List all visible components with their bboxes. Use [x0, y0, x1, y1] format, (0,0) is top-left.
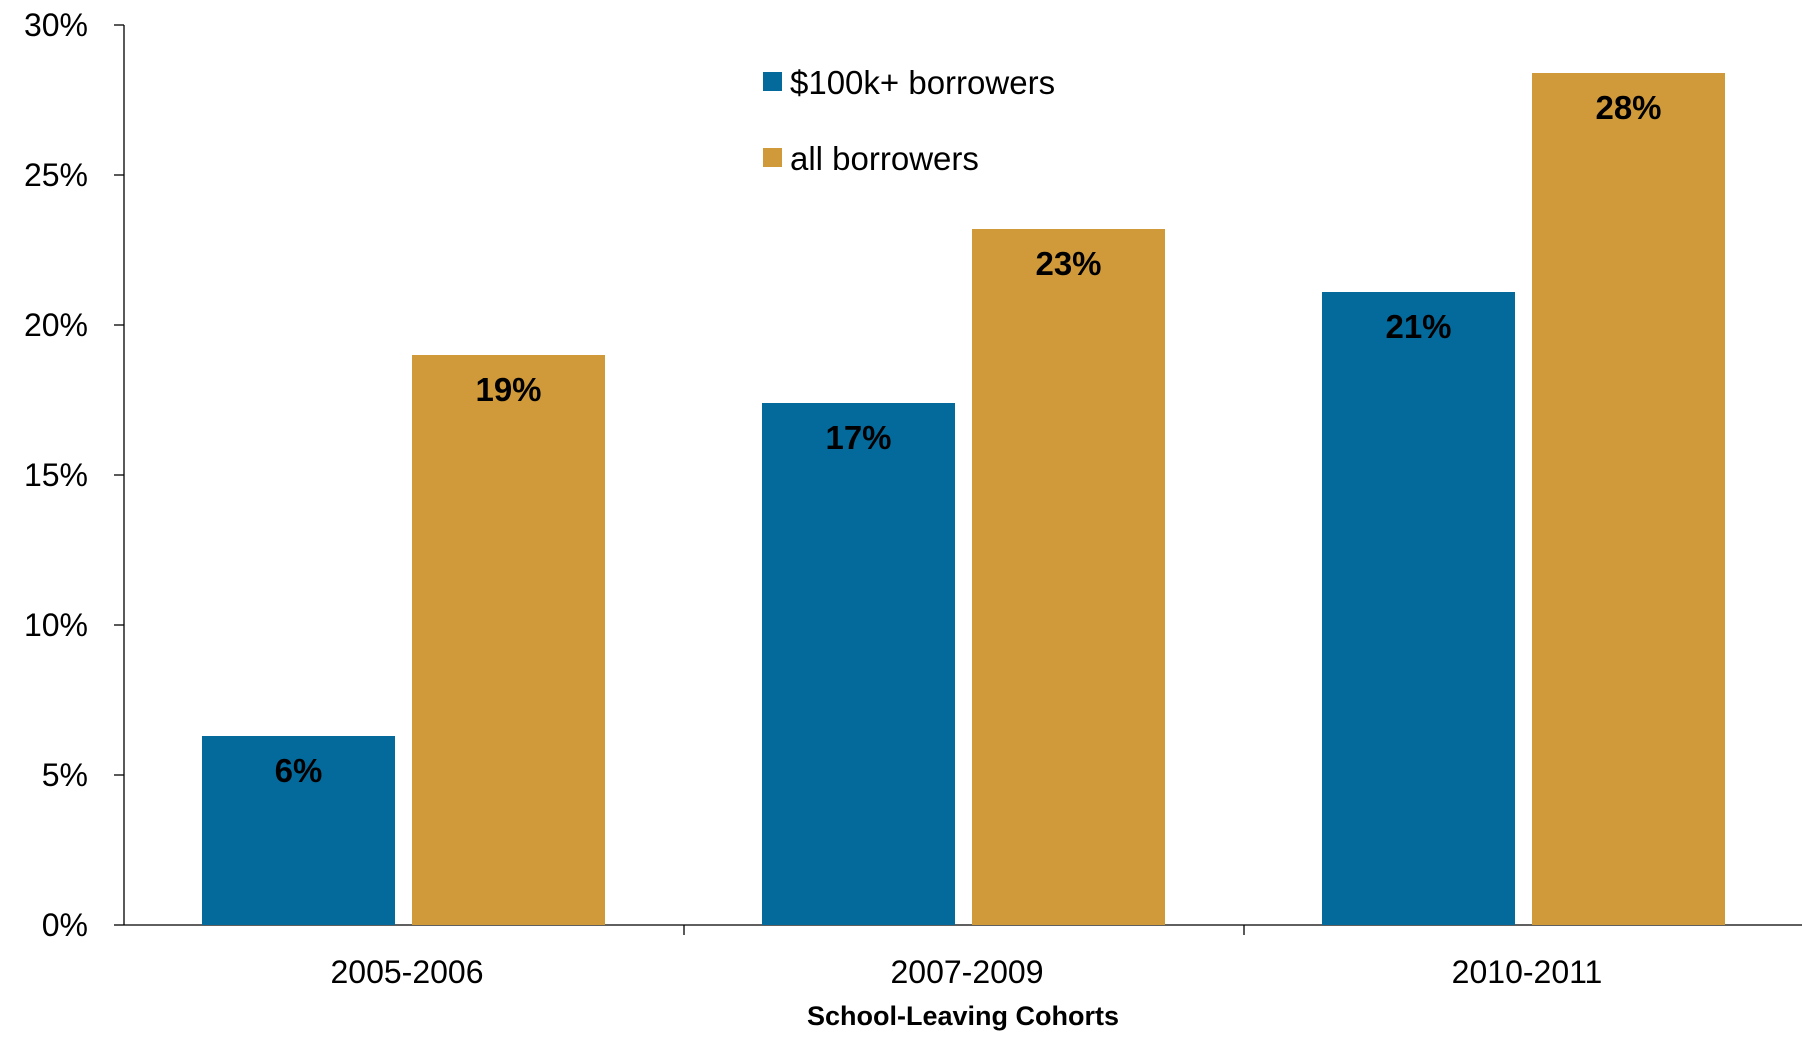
y-tick-label: 10% — [24, 607, 88, 643]
legend-label: all borrowers — [790, 140, 979, 177]
axes: 0% 5% 10% 15% 20% 25% 30% 2005-2006 2007-2009 201… — [24, 7, 1802, 990]
bar-data-label: 23% — [1035, 245, 1101, 282]
x-tick-label: 2010-2011 — [1452, 954, 1603, 990]
legend-swatch — [763, 148, 782, 167]
bar — [762, 403, 955, 925]
bar-data-label: 17% — [825, 419, 891, 456]
y-tick-label: 20% — [24, 307, 88, 343]
bar — [202, 736, 395, 925]
y-tick-label: 25% — [24, 157, 88, 193]
bar-data-label: 28% — [1595, 89, 1661, 126]
bar-data-label: 6% — [275, 752, 323, 789]
bar-data-label: 21% — [1385, 308, 1451, 345]
y-tick-label: 0% — [42, 907, 88, 943]
x-tick-label: 2007-2009 — [890, 954, 1043, 990]
data-labels: 6% 19% 17% 23% 21% 28% — [275, 89, 1662, 789]
bar — [1322, 292, 1515, 925]
bar — [1532, 73, 1725, 925]
bar-data-label: 19% — [475, 371, 541, 408]
bar — [972, 229, 1165, 925]
x-tick-label: 2005-2006 — [330, 954, 483, 990]
legend-swatch — [763, 72, 782, 91]
y-tick-label: 5% — [42, 757, 88, 793]
bars — [202, 73, 1725, 925]
y-tick-label: 30% — [24, 7, 88, 43]
bar — [412, 355, 605, 925]
legend: $100k+ borrowers all borrowers — [763, 64, 1055, 177]
x-axis-title: School-Leaving Cohorts — [807, 1001, 1119, 1031]
y-tick-label: 15% — [24, 457, 88, 493]
legend-label: $100k+ borrowers — [790, 64, 1055, 101]
